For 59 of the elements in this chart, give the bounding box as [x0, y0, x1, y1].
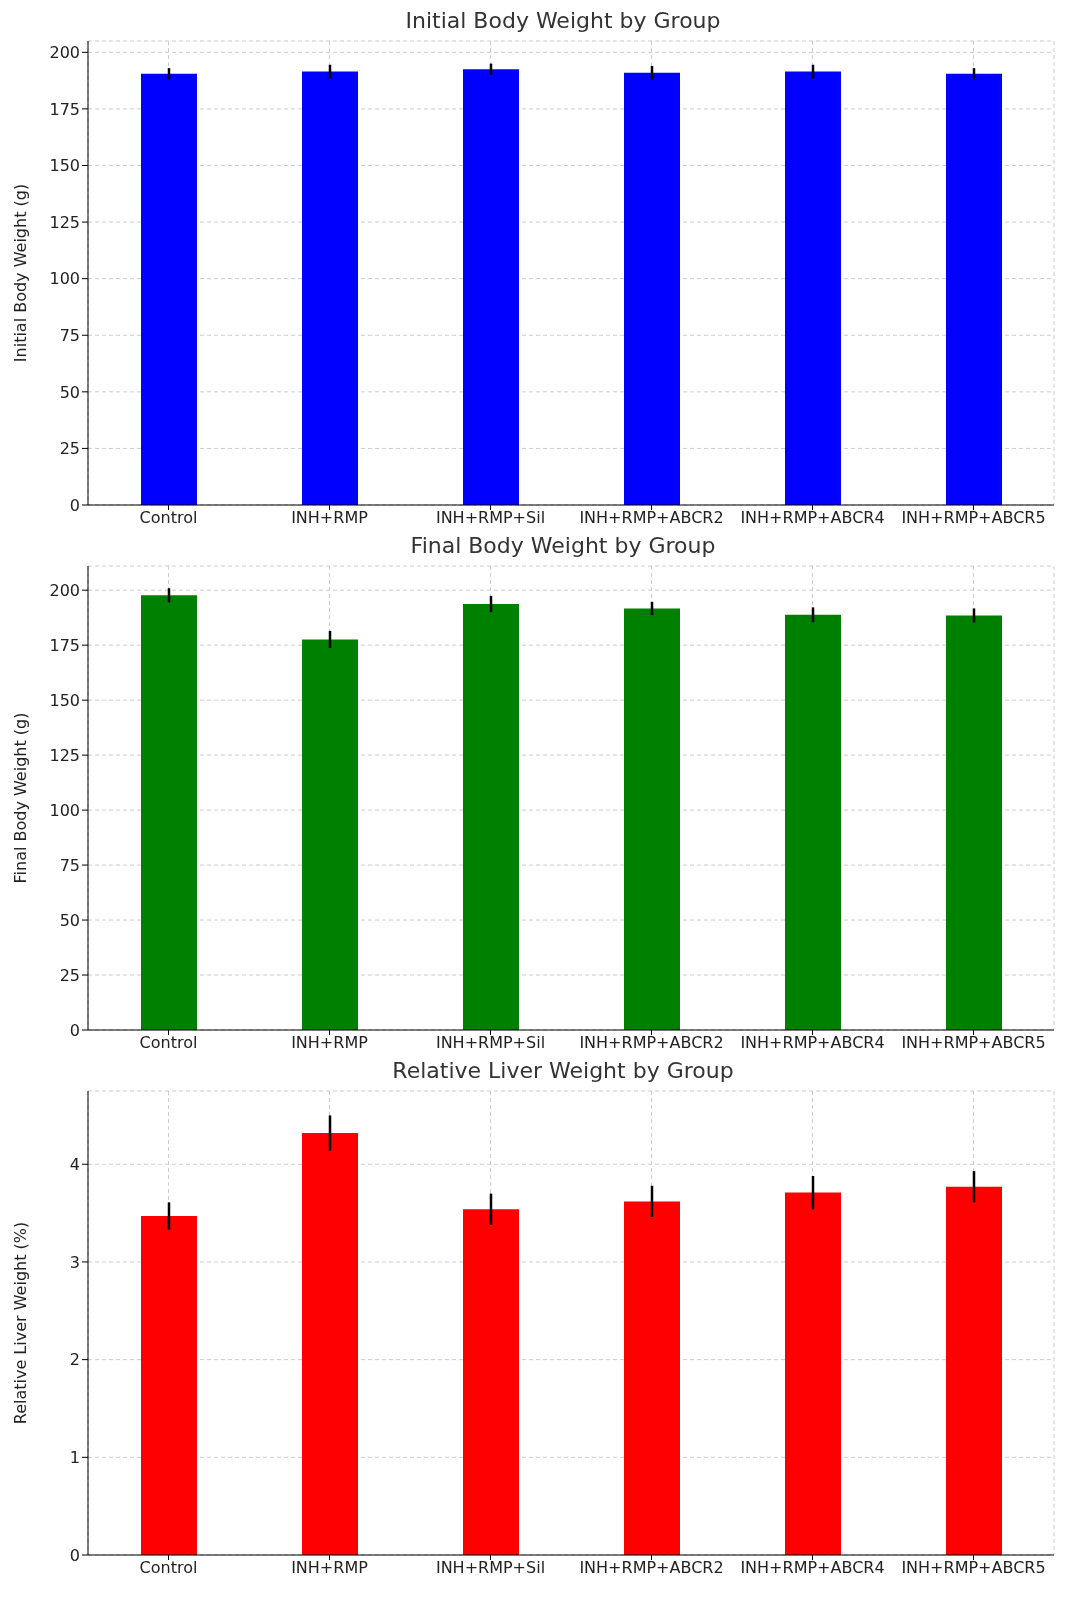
y-tick-label: 1 [69, 1448, 80, 1467]
bar [785, 614, 841, 1030]
y-tick-label: 150 [49, 690, 80, 710]
y-tick-label: 0 [69, 1545, 80, 1565]
y-tick-label: 75 [59, 855, 80, 875]
x-tick-label: INH+RMP+ABCR4 [740, 1558, 885, 1578]
bar [463, 1209, 519, 1555]
x-tick-label: INH+RMP [291, 1558, 369, 1578]
y-axis-title: Final Body Weight (g) [10, 712, 30, 884]
y-tick-label: 4 [69, 1154, 80, 1174]
bar [624, 1201, 680, 1555]
x-tick-label: INH+RMP+ABCR5 [901, 508, 1046, 528]
x-tick-label: INH+RMP+ABCR4 [740, 1033, 885, 1053]
y-tick-label: 25 [59, 965, 80, 985]
x-tick-label: Control [139, 1033, 198, 1053]
x-tick-label: INH+RMP+ABCR5 [901, 1558, 1046, 1578]
x-tick-label: Control [139, 1558, 198, 1578]
chart-title: Final Body Weight by Group [409, 533, 717, 558]
bar [302, 639, 358, 1030]
y-tick-label: 0 [69, 495, 80, 515]
x-tick-label: INH+RMP+Sil [435, 508, 546, 528]
chart-title: Relative Liver Weight by Group [391, 1058, 735, 1083]
x-tick-label: INH+RMP [291, 1033, 369, 1053]
bar [141, 595, 197, 1030]
y-tick-label: 125 [49, 212, 80, 232]
y-axis-title: Initial Body Weight (g) [10, 183, 30, 363]
x-tick-label: INH+RMP+ABCR2 [579, 508, 724, 528]
x-tick-label: INH+RMP+Sil [435, 1033, 546, 1053]
y-tick-label: 150 [49, 156, 80, 176]
y-tick-label: 50 [59, 910, 80, 930]
y-tick-label: 175 [49, 635, 80, 655]
y-tick-label: 50 [59, 382, 80, 402]
x-tick-label: INH+RMP+ABCR5 [901, 1033, 1046, 1053]
y-axis-title: Relative Liver Weight (%) [10, 1221, 30, 1425]
bar [785, 1192, 841, 1555]
chart-title: Initial Body Weight by Group [404, 8, 722, 33]
bar [463, 604, 519, 1030]
y-tick-label: 175 [49, 99, 80, 119]
x-tick-label: INH+RMP+Sil [435, 1558, 546, 1578]
bar [624, 608, 680, 1030]
y-tick-label: 25 [59, 439, 80, 459]
bar [946, 1186, 1002, 1555]
x-tick-label: INH+RMP [291, 508, 369, 528]
y-tick-label: 200 [49, 580, 80, 600]
y-tick-label: 2 [69, 1350, 80, 1370]
x-tick-label: INH+RMP+ABCR4 [740, 508, 885, 528]
bar [946, 615, 1002, 1030]
x-tick-label: Control [139, 508, 198, 528]
x-tick-label: INH+RMP+ABCR2 [579, 1558, 724, 1578]
bar [302, 1133, 358, 1555]
y-tick-label: 100 [49, 800, 80, 820]
y-tick-label: 75 [59, 325, 80, 345]
bar [141, 1216, 197, 1555]
y-tick-label: 200 [49, 43, 80, 62]
y-tick-label: 0 [69, 1020, 80, 1040]
y-tick-label: 100 [49, 269, 80, 289]
y-tick-label: 3 [69, 1252, 80, 1272]
y-tick-label: 125 [49, 745, 80, 765]
x-tick-label: INH+RMP+ABCR2 [579, 1033, 724, 1053]
